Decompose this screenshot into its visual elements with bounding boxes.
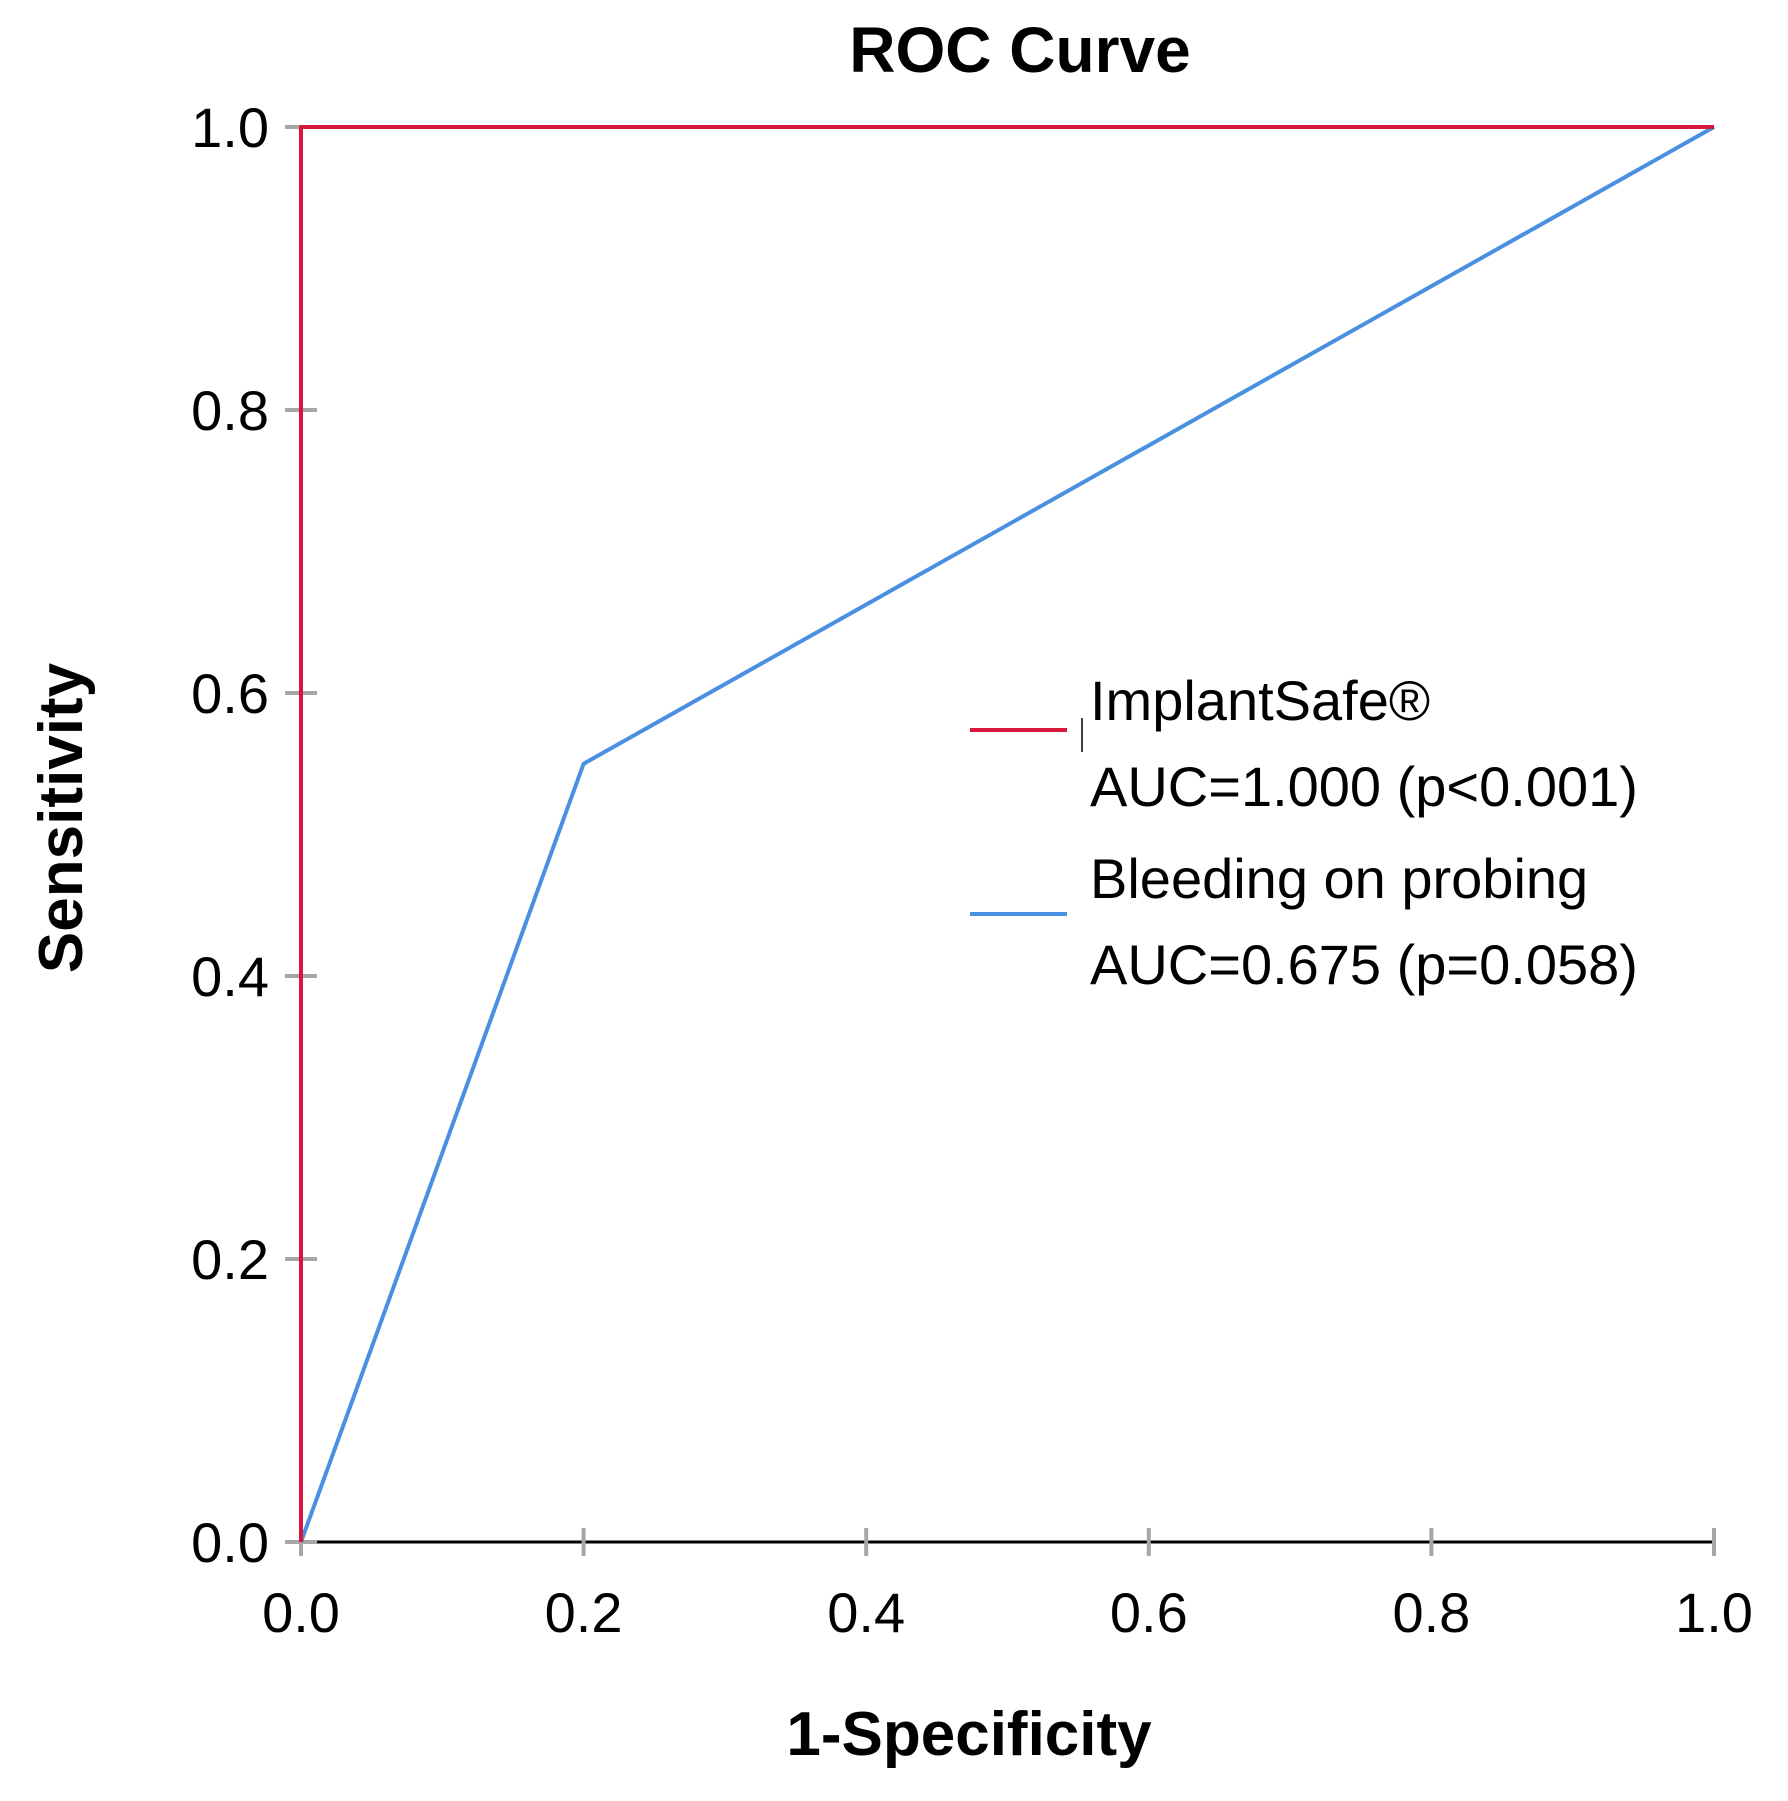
x-tick-label: 0.2 (545, 1581, 623, 1644)
x-axis-label: 1-Specificity (786, 1700, 1152, 1769)
series-line-bleeding-on-probing (299, 125, 1715, 1543)
y-tick-label: 1.0 (191, 96, 269, 159)
legend-label-bleeding-on-probing: Bleeding on probing (1090, 847, 1588, 910)
x-tick-label: 0.0 (262, 1581, 340, 1644)
x-tick-label: 0.8 (1392, 1581, 1470, 1644)
series-lines (299, 125, 1715, 1543)
x-tick-label: 0.6 (1110, 1581, 1188, 1644)
legend-auc-bleeding-on-probing: AUC=0.675 (p=0.058) (1090, 933, 1638, 996)
x-tick-label: 0.4 (827, 1581, 905, 1644)
axis-ticks: 0.0 0.2 0.4 0.6 0.8 1.0 0.0 0.2 0.4 0.6 0.8 1.0 (191, 96, 1753, 1644)
legend-label-implantsafe: ImplantSafe® (1090, 669, 1430, 732)
axes (299, 127, 1714, 1544)
y-tick-label: 0.8 (191, 379, 269, 442)
y-tick-label: 0.2 (191, 1228, 269, 1291)
series-line-implantsafe (299, 125, 1714, 1542)
y-tick-label: 0.6 (191, 662, 269, 725)
legend-auc-implantsafe: AUC=1.000 (p<0.001) (1090, 755, 1638, 818)
y-tick-label: 0.4 (191, 945, 269, 1008)
chart-title: ROC Curve (849, 14, 1190, 86)
x-tick-label: 1.0 (1675, 1581, 1753, 1644)
y-tick-label: 0.0 (191, 1511, 269, 1574)
legend: ImplantSafe® AUC=1.000 (p<0.001) Bleedin… (970, 669, 1638, 996)
y-axis-label: Sensitivity (27, 662, 96, 973)
